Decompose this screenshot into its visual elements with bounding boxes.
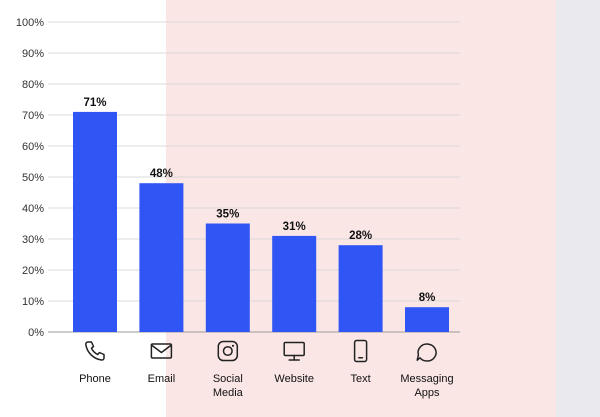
bar (205, 223, 250, 332)
bar (272, 235, 317, 332)
value-label: 8% (419, 292, 436, 304)
bar (139, 183, 184, 332)
y-tick-label: 80% (22, 79, 44, 91)
value-label: 35% (216, 209, 239, 221)
value-label: 48% (150, 168, 173, 180)
category-label: Messaging Apps (400, 373, 453, 399)
y-tick-label: 40% (22, 203, 44, 215)
chat-bubble-icon (416, 343, 437, 362)
category-label: Social Media (213, 373, 244, 399)
category-label: Phone (79, 373, 111, 385)
value-label: 28% (349, 230, 372, 242)
y-tick-label: 60% (22, 141, 44, 153)
y-tick-label: 0% (28, 327, 44, 339)
bar (338, 245, 383, 332)
bar (405, 307, 449, 332)
y-tick-label: 20% (22, 265, 44, 277)
smartphone-icon (353, 339, 368, 363)
y-tick-label: 70% (22, 110, 44, 122)
monitor-icon (283, 341, 305, 361)
y-tick-label: 100% (16, 17, 44, 29)
bars (73, 111, 449, 333)
value-label: 31% (283, 221, 306, 233)
bar (73, 111, 117, 333)
y-tick-label: 30% (22, 234, 44, 246)
category-icons (85, 339, 437, 363)
category-label: Email (148, 373, 176, 385)
background-right (556, 0, 600, 417)
category-label: Text (351, 373, 371, 385)
email-icon (150, 343, 173, 359)
phone-icon (85, 341, 105, 361)
y-tick-label: 10% (22, 296, 44, 308)
value-labels: 71% 48% 35% 31% 28% 8% (83, 97, 435, 304)
y-tick-label: 50% (22, 172, 44, 184)
value-label: 71% (83, 97, 106, 109)
y-axis-ticks: 0% 10% 20% 30% 40% 50% 60% 70% 80% 90% 100% (16, 17, 44, 339)
instagram-icon (217, 340, 239, 362)
y-tick-label: 90% (22, 48, 44, 60)
category-label: Website (274, 373, 314, 385)
category-labels: Phone Email Social Media Website Text Messagin… (79, 373, 454, 399)
